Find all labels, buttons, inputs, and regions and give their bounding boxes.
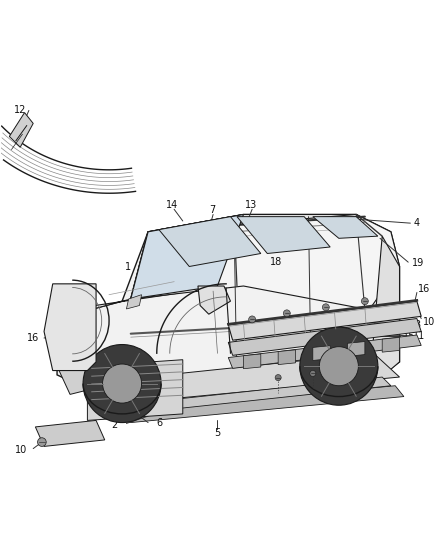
Circle shape [361,298,368,305]
Polygon shape [198,286,230,314]
Text: 3: 3 [414,320,420,330]
Polygon shape [9,112,33,147]
Polygon shape [57,358,105,394]
Text: 1: 1 [125,262,131,271]
Circle shape [275,375,281,381]
Polygon shape [124,353,399,401]
Text: 14: 14 [166,200,178,210]
Text: 15: 15 [403,331,415,341]
Text: 7: 7 [209,205,215,215]
Ellipse shape [64,329,89,347]
Polygon shape [131,214,399,310]
Polygon shape [139,377,391,411]
Polygon shape [35,421,105,447]
Polygon shape [159,216,261,266]
Polygon shape [88,360,183,421]
Text: 9: 9 [320,386,326,396]
Text: 2: 2 [112,419,118,430]
Circle shape [38,438,46,447]
Text: 13: 13 [245,200,258,210]
Polygon shape [382,337,399,352]
Text: 18: 18 [270,257,282,267]
Text: 16: 16 [27,333,39,343]
Polygon shape [347,342,365,356]
Text: 8: 8 [285,375,291,385]
Polygon shape [57,214,399,405]
Text: 11: 11 [413,331,426,341]
Circle shape [322,304,329,311]
Polygon shape [57,310,96,366]
Text: 10: 10 [14,445,27,455]
Polygon shape [57,214,244,319]
Polygon shape [127,295,141,309]
Polygon shape [228,319,421,356]
Circle shape [283,310,290,317]
Text: 17: 17 [207,287,219,297]
Circle shape [319,346,358,386]
Polygon shape [278,350,296,365]
Polygon shape [228,335,421,368]
Text: 6: 6 [257,376,263,386]
Circle shape [310,370,316,376]
Circle shape [83,344,161,423]
Polygon shape [44,284,96,370]
Polygon shape [369,236,399,388]
Text: 16: 16 [418,284,431,294]
Circle shape [249,316,256,323]
Polygon shape [122,386,404,423]
Text: 5: 5 [214,429,221,439]
Polygon shape [313,216,378,238]
Polygon shape [228,301,421,340]
Text: 10: 10 [423,317,435,327]
Text: 12: 12 [14,104,26,115]
Text: 6: 6 [157,418,163,429]
Text: 19: 19 [412,258,424,268]
Polygon shape [131,214,244,299]
Circle shape [102,364,141,403]
Polygon shape [237,216,330,254]
Text: 4: 4 [413,218,420,228]
Polygon shape [313,346,330,360]
Polygon shape [148,214,382,236]
Polygon shape [244,354,261,369]
Circle shape [300,327,378,405]
